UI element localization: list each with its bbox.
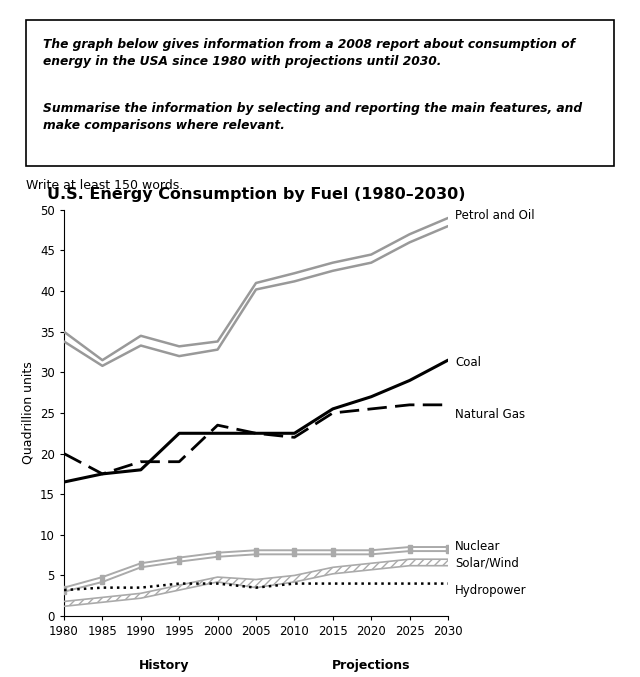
FancyBboxPatch shape — [26, 20, 614, 166]
Text: The graph below gives information from a 2008 report about consumption of
energy: The graph below gives information from a… — [44, 38, 575, 68]
Text: Nuclear: Nuclear — [455, 540, 500, 552]
Title: U.S. Energy Consumption by Fuel (1980–2030): U.S. Energy Consumption by Fuel (1980–20… — [47, 187, 465, 202]
Text: Solar/Wind: Solar/Wind — [455, 556, 519, 570]
Y-axis label: Quadrillion units: Quadrillion units — [22, 362, 35, 464]
Text: Coal: Coal — [455, 356, 481, 369]
Text: Projections: Projections — [332, 659, 410, 672]
Text: Natural Gas: Natural Gas — [455, 408, 525, 421]
Text: Summarise the information by selecting and reporting the main features, and
make: Summarise the information by selecting a… — [44, 102, 582, 132]
Text: Hydropower: Hydropower — [455, 584, 527, 596]
Text: History: History — [139, 659, 189, 672]
Text: Write at least 150 words.: Write at least 150 words. — [26, 179, 183, 192]
Text: Petrol and Oil: Petrol and Oil — [455, 209, 534, 222]
